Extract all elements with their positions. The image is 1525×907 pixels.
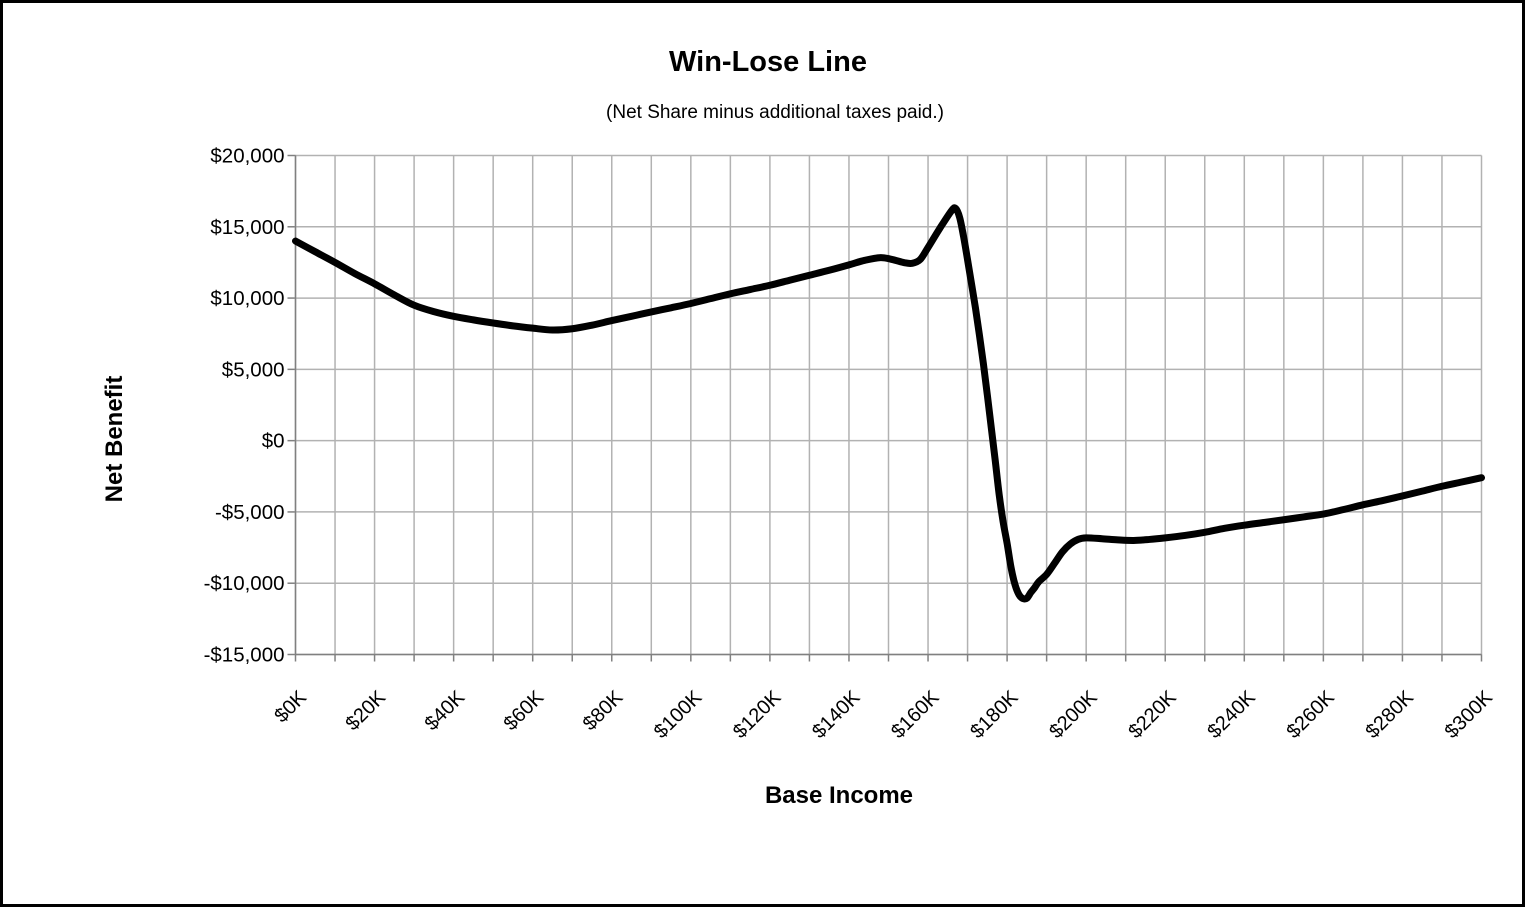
x-axis-title: Base Income (764, 782, 914, 809)
x-tick-label: $100K (650, 686, 707, 743)
x-tick-label: $220K (1124, 686, 1181, 743)
x-tick-label: $0K (270, 686, 311, 727)
x-tick-label: $300K (1441, 686, 1498, 743)
chart-subtitle: (Net Share minus additional taxes paid.) (606, 102, 944, 123)
x-tick-label: $140K (808, 686, 865, 743)
y-tick-label: $15,000 (210, 216, 284, 239)
y-tick-label: -$10,000 (204, 572, 285, 595)
y-tick-label: -$15,000 (204, 644, 285, 667)
x-tick-label: $120K (729, 686, 786, 743)
x-tick-label: $260K (1282, 686, 1339, 743)
chart-plot-area: $20,000 $15,000 $10,000 $5,000 $0 -$5,000 -$10… (204, 145, 1498, 743)
x-tick-label: $280K (1362, 686, 1419, 743)
y-tick-label: $5,000 (222, 358, 285, 381)
x-tick-label: $20K (342, 686, 391, 735)
y-tick-label: $20,000 (210, 145, 284, 168)
y-tick-label: $10,000 (210, 287, 284, 310)
x-tick-label: $200K (1045, 686, 1102, 743)
x-tick-label: $160K (887, 686, 944, 743)
series-line-net-benefit (292, 204, 1485, 603)
x-tick-label: $60K (500, 686, 549, 735)
x-tick-label: $40K (421, 686, 470, 735)
y-tick-label: -$5,000 (215, 501, 285, 524)
x-tick-label: $240K (1203, 686, 1260, 743)
y-tick-label: $0 (262, 430, 285, 453)
chart-title: Win-Lose Line (669, 46, 867, 78)
x-tick-label: $180K (966, 686, 1023, 743)
x-tick-label: $80K (579, 686, 628, 735)
